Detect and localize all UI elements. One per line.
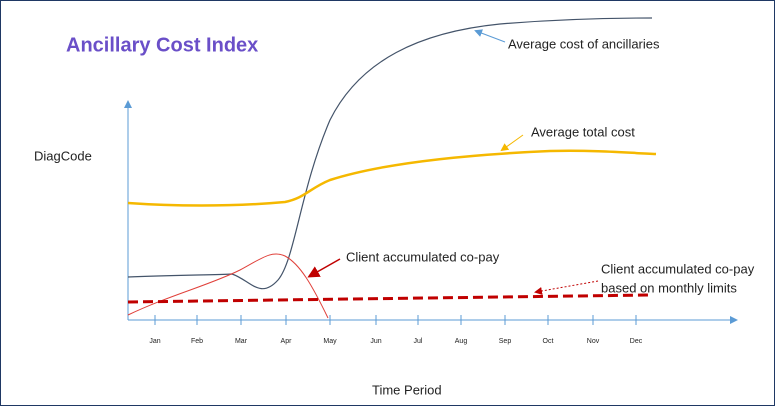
month-label: Dec	[630, 338, 643, 345]
month-label: Feb	[191, 338, 203, 345]
month-label: Oct	[543, 338, 554, 345]
annotation: based on monthly limits	[601, 280, 737, 295]
month-label: Jun	[370, 338, 381, 345]
month-label: Sep	[499, 338, 512, 345]
pointer	[534, 280, 599, 295]
pointer	[474, 29, 506, 43]
month-label: May	[323, 338, 337, 345]
copay-curve	[127, 253, 329, 319]
total-cost-curve	[127, 149, 657, 207]
pointer	[500, 134, 524, 152]
month-label: Aug	[455, 338, 468, 345]
y-label: DiagCode	[34, 148, 92, 163]
annotation: Average total cost	[531, 124, 635, 139]
x-label: Time Period	[372, 382, 442, 397]
pointer	[307, 258, 341, 278]
month-label: Apr	[281, 338, 293, 345]
month-label: Jul	[414, 338, 423, 345]
copay-limit-line	[127, 293, 651, 304]
annotation: Average cost of ancillaries	[508, 36, 660, 51]
month-ticks: Jan Feb Mar Apr May Jun Jul Aug Sep Oct Nov Dec	[149, 315, 643, 345]
month-label: Nov	[587, 338, 600, 345]
title: Ancillary Cost Index	[66, 34, 258, 56]
month-label: Mar	[235, 338, 248, 345]
annotation: Client accumulated co-pay	[346, 249, 500, 264]
annotation: Client accumulated co-pay	[601, 261, 755, 276]
month-label: Jan	[149, 338, 160, 345]
